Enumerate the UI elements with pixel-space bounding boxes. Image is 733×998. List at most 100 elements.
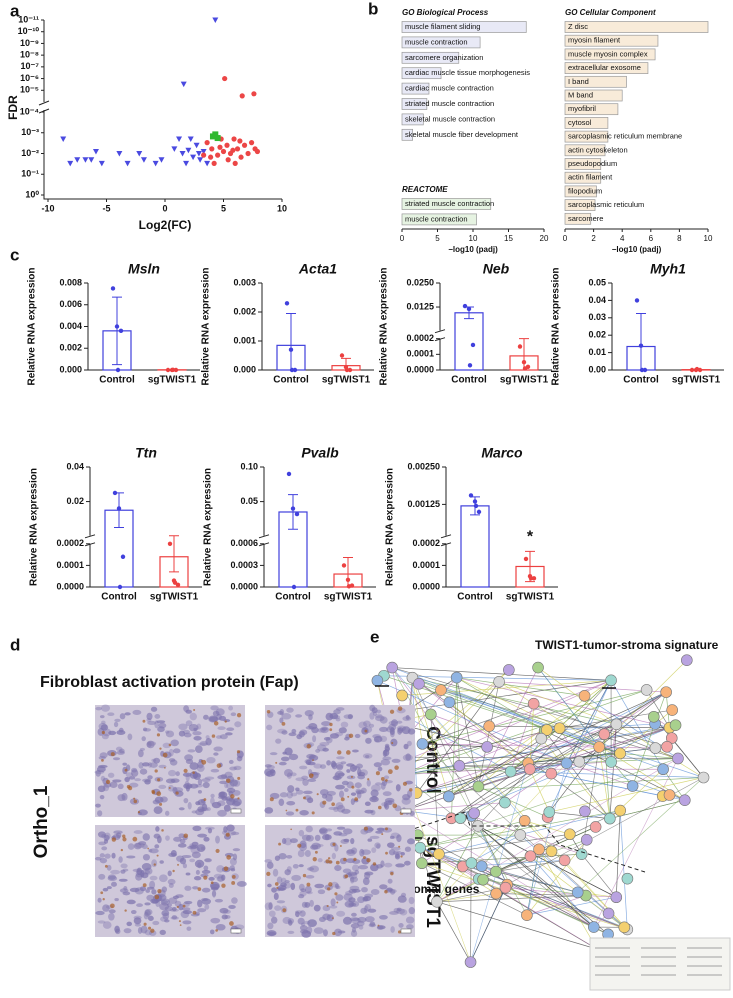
point xyxy=(190,154,197,161)
stain xyxy=(266,871,271,877)
point xyxy=(172,580,178,585)
nucleus xyxy=(277,884,287,891)
stain xyxy=(337,750,342,755)
nucleus xyxy=(221,874,226,881)
nucleus xyxy=(98,873,106,880)
nucleus xyxy=(161,910,170,917)
edge xyxy=(451,691,667,819)
edge xyxy=(671,737,704,778)
nucleus xyxy=(110,869,121,875)
stain xyxy=(402,781,408,786)
point xyxy=(252,146,258,152)
nucleus xyxy=(358,721,368,729)
bar-label: skeletal muscle contraction xyxy=(405,114,495,123)
point xyxy=(118,328,124,334)
nucleus xyxy=(331,852,336,860)
point xyxy=(158,157,165,163)
point xyxy=(222,75,228,82)
stain xyxy=(102,898,105,901)
point xyxy=(212,17,219,23)
nucleus xyxy=(335,707,345,711)
bar xyxy=(564,171,602,184)
nucleus xyxy=(231,897,238,904)
stain xyxy=(215,848,220,853)
go-title: GO Biological Process xyxy=(402,8,489,17)
nucleus xyxy=(126,921,132,927)
node xyxy=(618,921,631,934)
nucleus xyxy=(102,921,112,929)
nucleus xyxy=(315,748,321,753)
stain xyxy=(377,805,382,810)
nucleus xyxy=(228,759,234,764)
nucleus xyxy=(195,808,205,816)
stain xyxy=(223,866,229,872)
stain xyxy=(367,778,370,781)
nucleus xyxy=(374,842,381,849)
nucleus xyxy=(356,920,365,927)
nucleus xyxy=(271,887,277,893)
nucleus xyxy=(384,745,390,752)
y-tick-label: 0.01 xyxy=(588,347,606,357)
nucleus xyxy=(221,914,228,920)
nucleus xyxy=(370,863,379,872)
nucleus xyxy=(333,831,343,836)
y-tick-label: 0.006 xyxy=(59,299,82,309)
edge xyxy=(420,810,621,849)
nucleus xyxy=(391,758,401,763)
nucleus xyxy=(330,881,339,888)
stain xyxy=(278,842,282,846)
stain xyxy=(161,829,164,832)
stain xyxy=(192,910,197,915)
node xyxy=(493,676,505,688)
nucleus xyxy=(108,912,115,921)
annotation: * xyxy=(527,529,534,546)
bar-label: skeletal muscle fiber development xyxy=(405,130,519,139)
edge xyxy=(541,738,600,748)
x-tick-label: 10 xyxy=(704,234,713,243)
edge xyxy=(510,703,535,772)
y-tick-label: 0.0001 xyxy=(406,349,434,359)
nucleus xyxy=(389,911,399,915)
nucleus xyxy=(267,883,272,888)
bar xyxy=(564,62,649,74)
y-tick-label: 0.02 xyxy=(66,496,84,506)
nucleus xyxy=(366,779,371,787)
nucleus xyxy=(317,889,326,895)
point xyxy=(288,347,294,352)
x-tick-label: sgTWIST1 xyxy=(672,375,721,386)
nucleus xyxy=(142,727,148,732)
node xyxy=(533,843,545,856)
point xyxy=(467,363,473,368)
stain xyxy=(122,837,127,842)
nucleus xyxy=(379,884,388,890)
nucleus xyxy=(364,916,375,923)
stain xyxy=(162,752,168,758)
stain xyxy=(329,722,333,727)
stain xyxy=(124,768,128,772)
nucleus xyxy=(201,803,208,812)
node xyxy=(553,722,566,735)
stain xyxy=(375,771,380,776)
point xyxy=(116,506,122,511)
nucleus xyxy=(117,783,124,790)
nucleus xyxy=(286,772,292,779)
nucleus xyxy=(406,924,414,930)
node xyxy=(640,684,653,696)
nucleus xyxy=(380,781,386,790)
nucleus xyxy=(286,707,294,713)
bar-label: muscle filament sliding xyxy=(405,22,480,31)
nucleus xyxy=(114,898,119,902)
nucleus xyxy=(197,833,208,838)
nucleus xyxy=(341,808,351,814)
nucleus xyxy=(295,789,304,795)
node xyxy=(416,857,428,870)
nucleus xyxy=(144,909,151,917)
nucleus xyxy=(330,760,336,768)
nucleus xyxy=(147,762,153,768)
nucleus xyxy=(379,914,388,920)
stain xyxy=(197,887,202,891)
y-tick-label: 10⁻⁸ xyxy=(20,50,39,60)
nucleus xyxy=(172,895,179,899)
y-tick-label: 0.05 xyxy=(588,277,606,287)
bar xyxy=(564,21,709,33)
